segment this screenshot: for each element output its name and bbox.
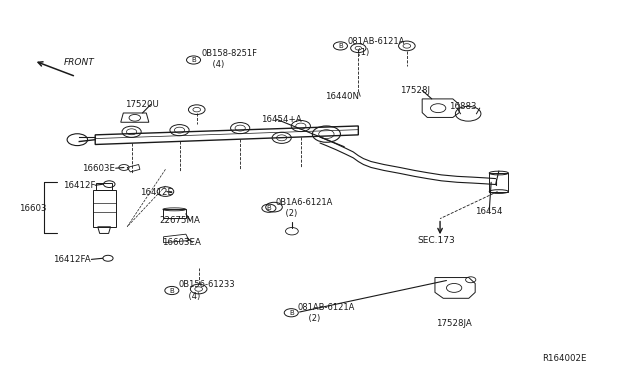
Text: B: B (266, 205, 271, 211)
Text: 16603: 16603 (19, 204, 46, 213)
Text: 22675MA: 22675MA (159, 216, 200, 225)
Text: 16412F: 16412F (63, 181, 96, 190)
Text: 16603EA: 16603EA (162, 238, 200, 247)
Text: B: B (191, 57, 196, 63)
Text: 081AB-6121A
    (1): 081AB-6121A (1) (348, 37, 405, 57)
Text: 081AB-6121A
    (2): 081AB-6121A (2) (298, 303, 355, 323)
Text: R164002E: R164002E (542, 354, 587, 363)
Text: 16412E: 16412E (140, 188, 173, 197)
Text: 16440N: 16440N (325, 92, 359, 101)
Text: B: B (338, 43, 343, 49)
Text: 17528JA: 17528JA (436, 320, 472, 328)
Text: SEC.173: SEC.173 (417, 236, 455, 246)
Text: 17528J: 17528J (400, 86, 430, 95)
Text: 0B1A6-6121A
    (2): 0B1A6-6121A (2) (275, 198, 333, 218)
Text: 16454: 16454 (474, 207, 502, 216)
Text: 16412FA: 16412FA (53, 255, 91, 264)
Text: 16603E: 16603E (83, 164, 115, 173)
Text: B: B (170, 288, 174, 294)
Text: 0B156-61233
    (4): 0B156-61233 (4) (178, 280, 235, 301)
Text: B: B (289, 310, 294, 316)
Text: 0B158-8251F
    (4): 0B158-8251F (4) (202, 49, 258, 69)
Text: FRONT: FRONT (63, 58, 94, 67)
Text: 16883: 16883 (449, 102, 477, 111)
Text: 16454+A: 16454+A (261, 115, 302, 124)
Text: 17520U: 17520U (125, 100, 159, 109)
